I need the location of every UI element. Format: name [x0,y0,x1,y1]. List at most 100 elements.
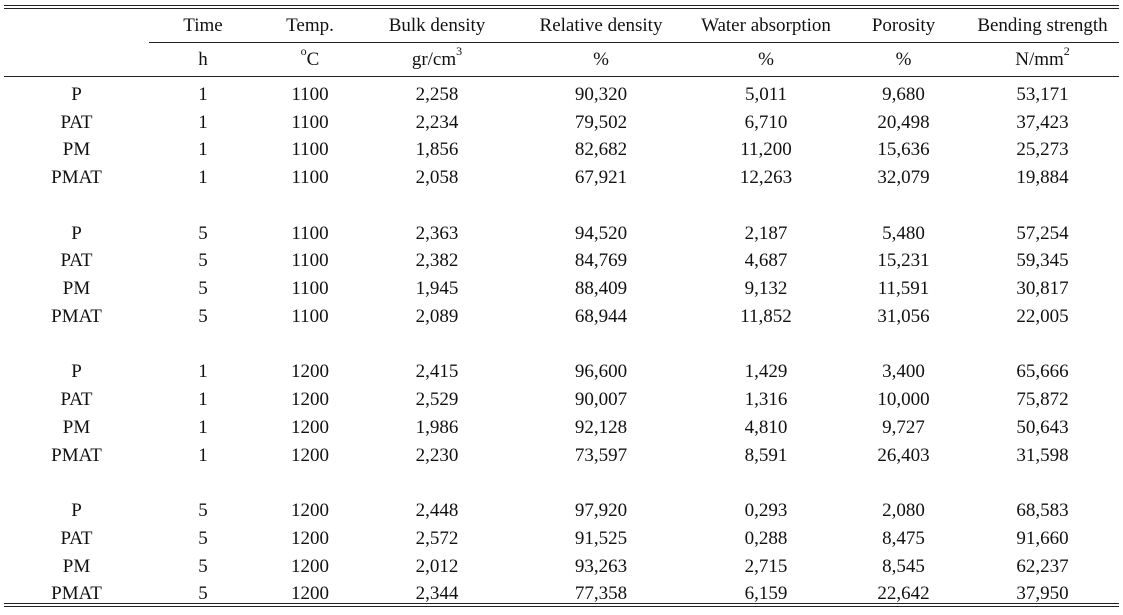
cell-bulk-density: 2,058 [415,167,459,189]
table-row: PM 5 1100 1,945 88,409 9,132 11,591 30,817 [4,275,1119,303]
cell-relative-density: 93,263 [574,555,628,577]
cell-sample: PAT [60,527,93,549]
cell-porosity: 8,475 [882,527,925,549]
cell-temp: 1200 [291,583,329,605]
group-spacer-cell [4,331,1119,359]
table-row: PM 5 1200 2,012 93,263 2,715 8,545 62,237 [4,553,1119,581]
cell-relative-density: 91,525 [574,527,628,549]
table-row: P 1 1200 2,415 96,600 1,429 3,400 65,666 [4,358,1119,386]
cell-temp: 1200 [291,555,329,577]
cell-bending-strength: 50,643 [1016,416,1069,438]
cell-temp: 1200 [291,361,329,383]
cell-bulk-density: 2,230 [415,444,459,466]
cell-relative-density: 79,502 [574,111,628,133]
cell-temp: 1100 [291,83,329,105]
cell-water-absorption: 4,810 [744,416,788,438]
cell-time: 5 [198,305,208,327]
cell-porosity: 5,480 [882,222,925,244]
cell-bending-strength: 57,254 [1016,222,1069,244]
cell-porosity: 8,545 [882,555,925,577]
header-sample [4,9,149,43]
cell-bending-strength: 75,872 [1016,389,1069,411]
cell-water-absorption: 9,132 [744,278,788,300]
cell-time: 1 [198,83,208,105]
header-bending-strength: Bending strength [977,14,1108,36]
group-spacer [4,470,1119,498]
table-row: PMAT 1 1200 2,230 73,597 8,591 26,403 31,598 [4,442,1119,470]
table-top-double-rule [4,5,1119,9]
cell-temp: 1100 [291,278,329,300]
cell-time: 1 [198,361,208,383]
group-spacer [4,192,1119,220]
cell-relative-density: 67,921 [574,167,628,189]
cell-relative-density: 94,520 [574,222,628,244]
cell-relative-density: 73,597 [574,444,628,466]
header-temp: Temp. [286,14,334,36]
table-row: PMAT 1 1100 2,058 67,921 12,263 32,079 19,884 [4,164,1119,192]
cell-temp: 1200 [291,444,329,466]
cell-bending-strength: 22,005 [1016,305,1069,327]
cell-bending-strength: 53,171 [1016,83,1069,105]
unit-bulk-base: gr/cm [411,48,457,70]
cell-water-absorption: 6,159 [744,583,788,605]
cell-temp: 1100 [291,139,329,161]
cell-time: 5 [198,499,208,521]
cell-sample: PAT [60,250,93,272]
cell-porosity: 11,591 [877,278,930,300]
cell-time: 1 [198,389,208,411]
table-row: PMAT 5 1100 2,089 68,944 11,852 31,056 22,005 [4,303,1119,331]
table-row: PM 1 1100 1,856 82,682 11,200 15,636 25,273 [4,137,1119,165]
cell-temp: 1200 [291,499,329,521]
cell-porosity: 31,056 [877,305,930,327]
cell-water-absorption: 11,200 [740,139,792,161]
unit-bulk-sup: 3 [456,44,463,59]
cell-bulk-density: 2,012 [415,555,459,577]
cell-relative-density: 92,128 [574,416,628,438]
group-spacer [4,331,1119,359]
cell-bulk-density: 2,089 [415,305,459,327]
header-row-units: h oC gr/cm3 % % % N/mm2 [4,42,1119,77]
cell-relative-density: 77,358 [574,583,628,605]
cell-relative-density: 96,600 [574,361,628,383]
cell-temp: 1100 [291,250,329,272]
cell-porosity: 22,642 [877,583,930,605]
unit-temp: oC [257,42,363,77]
cell-sample: PM [62,555,91,577]
cell-bulk-density: 2,415 [415,361,459,383]
cell-relative-density: 88,409 [574,278,628,300]
cell-temp: 1100 [291,305,329,327]
cell-sample: PM [62,139,91,161]
cell-water-absorption: 2,715 [744,555,788,577]
table-body: P 1 1100 2,258 90,320 5,011 9,680 53,171 PAT 1 110… [4,77,1119,609]
cell-water-absorption: 4,687 [744,250,788,272]
cell-relative-density: 90,320 [574,83,628,105]
properties-table: Time Temp. Bulk density Relative density… [4,9,1119,608]
cell-porosity: 15,231 [877,250,930,272]
cell-bending-strength: 37,423 [1016,111,1069,133]
cell-time: 1 [198,167,208,189]
cell-sample: PMAT [51,583,102,605]
cell-porosity: 20,498 [877,111,930,133]
cell-bulk-density: 2,363 [415,222,459,244]
cell-time: 1 [198,444,208,466]
cell-temp: 1100 [291,167,329,189]
cell-bulk-density: 2,258 [415,83,459,105]
header-porosity: Porosity [871,14,936,36]
cell-bending-strength: 62,237 [1016,555,1069,577]
unit-temp-c: C [306,48,320,70]
cell-bending-strength: 37,950 [1016,583,1069,605]
cell-bulk-density: 2,572 [415,527,459,549]
cell-water-absorption: 8,591 [744,444,788,466]
cell-water-absorption: 11,852 [740,305,792,327]
cell-time: 5 [198,250,208,272]
cell-porosity: 3,400 [882,361,925,383]
cell-water-absorption: 12,263 [739,167,793,189]
unit-temp-degree: o [300,44,307,59]
cell-water-absorption: 5,011 [744,83,788,105]
cell-time: 1 [198,416,208,438]
cell-time: 1 [198,111,208,133]
header-row-names: Time Temp. Bulk density Relative density… [4,9,1119,43]
cell-bulk-density: 1,986 [415,416,459,438]
unit-bending-sup: 2 [1063,44,1070,59]
unit-bending-strength: N/mm2 [966,42,1119,77]
